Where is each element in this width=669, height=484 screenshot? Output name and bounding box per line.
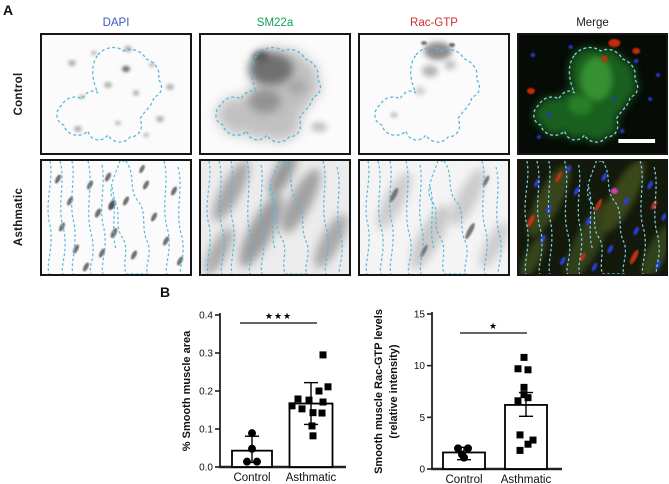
svg-text:0.4: 0.4 <box>199 311 213 322</box>
column-header-rac-gtp: Rac-GTP <box>410 17 458 29</box>
svg-text:15: 15 <box>414 310 426 321</box>
roi-outline <box>47 161 184 274</box>
column-header-dapi: DAPI <box>102 17 130 29</box>
column-header-merge: Merge <box>576 17 609 29</box>
chart-rac-gtp-levels: 0 5 10 15 Smooth muscle Rac-GTP levels (relat… <box>373 298 585 484</box>
micrograph-asthmatic-dapi <box>40 159 192 276</box>
scale-bar <box>618 139 656 143</box>
svg-text:Control: Control <box>233 472 270 484</box>
micrograph-asthmatic-merge <box>517 159 668 276</box>
svg-text:(relative intensity): (relative intensity) <box>388 344 400 438</box>
svg-text:5: 5 <box>419 413 425 424</box>
svg-text:% Smooth muscle area: % Smooth muscle area <box>181 330 193 451</box>
svg-text:Asthmatic: Asthmatic <box>501 474 552 484</box>
chart-canvas: 0 5 10 15 Smooth muscle Rac-GTP levels (relat… <box>373 309 562 484</box>
svg-text:0.3: 0.3 <box>199 349 213 360</box>
svg-text:★★★: ★★★ <box>265 311 292 321</box>
chart-smooth-muscle-area: 0.0 0.1 0.2 0.3 0.4 % Smooth muscle area Contr… <box>160 300 375 484</box>
panel-b-label: B <box>160 284 171 300</box>
column-header-sm22a: SM22a <box>256 17 294 29</box>
micrograph-control-sm22a <box>199 33 351 155</box>
micrograph-asthmatic-rac-gtp <box>358 159 510 276</box>
panel-a-label: A <box>3 2 14 18</box>
chart-canvas: 0.0 0.1 0.2 0.3 0.4 % Smooth muscle area Contr… <box>181 311 346 484</box>
svg-text:★: ★ <box>489 321 498 331</box>
micrograph-control-rac-gtp <box>358 33 510 155</box>
svg-text:0.1: 0.1 <box>199 425 213 436</box>
micrograph-asthmatic-sm22a <box>199 159 351 276</box>
svg-text:Asthmatic: Asthmatic <box>286 472 337 484</box>
row-label-control: Control <box>13 72 25 116</box>
svg-text:0.2: 0.2 <box>199 387 213 398</box>
micrograph-control-dapi <box>40 33 192 155</box>
roi-outline <box>374 46 481 143</box>
svg-text:10: 10 <box>414 361 426 372</box>
micrograph-control-merge <box>517 33 668 155</box>
svg-text:0.0: 0.0 <box>199 463 213 474</box>
svg-text:0: 0 <box>419 465 425 476</box>
row-label-asthmatic: Asthmatic <box>13 187 25 247</box>
svg-text:Control: Control <box>445 474 482 484</box>
svg-text:Smooth muscle Rac-GTP levels: Smooth muscle Rac-GTP levels <box>373 309 385 474</box>
